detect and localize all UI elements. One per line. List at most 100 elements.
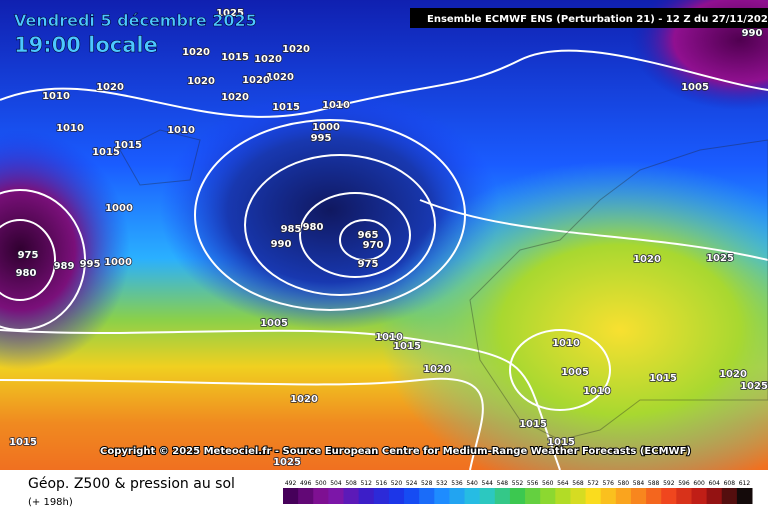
isobar-label: 1020 <box>266 72 294 83</box>
scale-label: 596 <box>678 480 690 487</box>
isobar-label: 965 <box>358 230 379 241</box>
scale-swatch <box>540 488 556 504</box>
scale-swatch <box>313 488 329 504</box>
scale-swatch <box>615 488 632 504</box>
scale-label: 524 <box>406 480 418 487</box>
scale-swatch <box>328 488 345 504</box>
isobar-label: 1005 <box>260 318 288 329</box>
scale-label: 548 <box>497 480 509 487</box>
scale-label: 560 <box>542 480 554 487</box>
scale-swatch <box>464 488 481 504</box>
isobar-label: 1010 <box>583 386 611 397</box>
scale-label: 592 <box>663 480 675 487</box>
scale-label: 544 <box>482 480 494 487</box>
scale-label: 532 <box>436 480 448 487</box>
scale-label: 492 <box>285 480 297 487</box>
scale-swatch <box>449 488 466 504</box>
scale-label: 612 <box>739 480 751 487</box>
scale-label: 504 <box>330 480 342 487</box>
isobar-label: 1010 <box>42 91 70 102</box>
scale-swatch <box>706 488 723 504</box>
legend-title: Géop. Z500 & pression au sol <box>28 476 235 492</box>
isobar-label: 1015 <box>92 147 120 158</box>
isobar-label: 1010 <box>375 332 403 343</box>
scale-label: 496 <box>300 480 312 487</box>
scale-swatch <box>298 488 314 504</box>
isobar-label: 1025 <box>740 381 768 392</box>
scale-swatch <box>419 488 435 504</box>
scale-label: 556 <box>527 480 539 487</box>
isobar-label: 1005 <box>561 367 589 378</box>
time: 19:00 locale <box>14 33 158 57</box>
isobar-label: 970 <box>363 240 384 251</box>
isobar-label: 1015 <box>649 373 677 384</box>
isobar-label: 1015 <box>221 52 249 63</box>
isobar-label: 1020 <box>221 92 249 103</box>
scale-label: 540 <box>466 480 478 487</box>
isobar-label: 1000 <box>105 203 133 214</box>
legend-lead: (+ 198h) <box>28 497 73 508</box>
scale-label: 516 <box>376 480 388 487</box>
scale-swatch <box>676 488 692 504</box>
isobar-label: 1015 <box>272 102 300 113</box>
scale-swatch <box>494 488 511 504</box>
low <box>0 130 130 370</box>
scale-label: 552 <box>512 480 524 487</box>
isobar-label: 995 <box>311 133 332 144</box>
isobar-label: 1015 <box>519 419 547 430</box>
date: Vendredi 5 décembre 2025 <box>14 11 257 30</box>
run-box <box>410 8 768 28</box>
isobar-label: 1025 <box>216 8 244 19</box>
isobar-label: 995 <box>80 259 101 270</box>
isobar-label: 1005 <box>681 82 709 93</box>
isobar-label: 985 <box>281 224 302 235</box>
scale-label: 508 <box>345 480 357 487</box>
isobar-label: 1010 <box>56 123 84 134</box>
scale-swatch <box>721 488 738 504</box>
scale-swatch <box>600 488 617 504</box>
isobar-label: 1025 <box>273 457 301 468</box>
isobar-label: 1020 <box>423 364 451 375</box>
scale-label: 600 <box>693 480 705 487</box>
isobar-label: 1020 <box>633 254 661 265</box>
scale-swatch <box>661 488 677 504</box>
scale-swatch <box>479 488 496 504</box>
isobar-label: 1020 <box>290 394 318 405</box>
isobar-label: 975 <box>18 250 39 261</box>
scale-label: 572 <box>587 480 599 487</box>
isobar-label: 980 <box>303 222 324 233</box>
scale-swatch <box>358 488 375 504</box>
isobars <box>0 49 768 471</box>
isobar-label: 990 <box>742 28 763 39</box>
coastlines <box>119 129 768 441</box>
scale-label: 512 <box>360 480 372 487</box>
scale-label: 568 <box>572 480 584 487</box>
scale-swatch <box>691 488 708 504</box>
isobar-label: 1020 <box>282 44 310 55</box>
scale-swatch <box>343 488 360 504</box>
scale-label: 520 <box>391 480 403 487</box>
scale-label: 588 <box>648 480 660 487</box>
scale-swatch <box>555 488 571 504</box>
scale-label: 604 <box>708 480 720 487</box>
isobar-label: 1010 <box>167 125 195 136</box>
isobar-label: 1020 <box>96 82 124 93</box>
isobar-label: 1020 <box>719 369 747 380</box>
isobar-label: 1000 <box>312 122 340 133</box>
run: Ensemble ECMWF ENS (Perturbation 21) - 1… <box>427 14 768 25</box>
scale-swatch <box>283 488 299 504</box>
scale-label: 608 <box>724 480 736 487</box>
isobar-label: 1015 <box>393 341 421 352</box>
scale-swatch <box>525 488 541 504</box>
isobar-label: 1010 <box>322 100 350 111</box>
scale-swatch <box>736 488 753 504</box>
isobar-label: 1015 <box>114 140 142 151</box>
copyright: Copyright © 2025 Meteociel.fr - Source E… <box>100 446 691 457</box>
scale-label: 528 <box>421 480 433 487</box>
isobar-label: 990 <box>271 239 292 250</box>
isobar-label: 1025 <box>706 253 734 264</box>
scale-swatch <box>509 488 526 504</box>
scale-swatch <box>434 488 450 504</box>
scale-swatch <box>585 488 602 504</box>
